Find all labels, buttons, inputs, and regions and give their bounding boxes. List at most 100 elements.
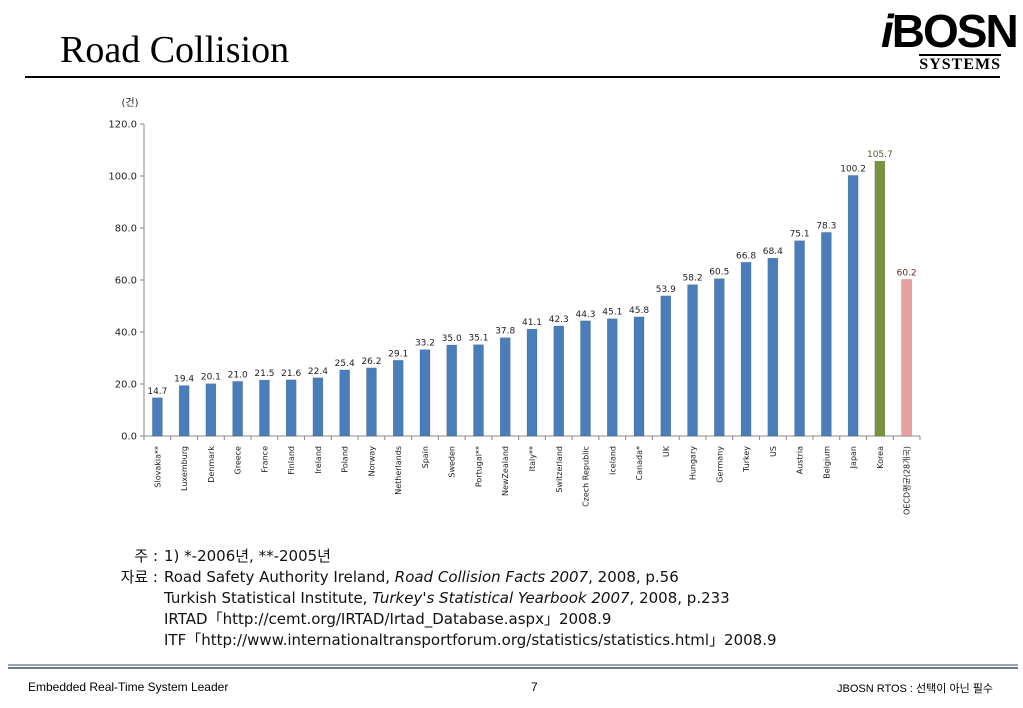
source-row-0: 자료 : Road Safety Authority Ireland, Road… xyxy=(110,567,777,588)
source-0-title: Road Collision Facts 2007 xyxy=(394,568,589,586)
x-tick-label: Belgium xyxy=(822,446,831,479)
logo-main-text: iBOSN xyxy=(881,5,1019,57)
bar-value-label: 68.4 xyxy=(763,247,783,257)
bar xyxy=(874,160,886,437)
bar xyxy=(580,320,591,437)
bar xyxy=(499,337,511,437)
bar xyxy=(633,316,645,437)
bar-value-label: 60.5 xyxy=(709,268,729,278)
bar xyxy=(553,325,565,437)
x-tick-label: Austria xyxy=(796,446,805,474)
source-text-3: ITF「http://www.internationaltransportfor… xyxy=(164,631,777,649)
note-label: 주 : xyxy=(134,547,158,565)
bar xyxy=(419,349,431,437)
y-tick-label: 0.0 xyxy=(121,432,137,443)
source-0-pre: Road Safety Authority Ireland, xyxy=(164,568,395,586)
x-tick-label: Slovakia** xyxy=(153,446,162,488)
bar-value-label: 45.1 xyxy=(602,308,622,318)
bar xyxy=(339,369,350,437)
road-collision-bar-chart: (건) 0.0 20.0 40.0 60.0 80.0 100.0 120.0 14.7 Slov… xyxy=(108,97,921,515)
bar-value-label: 21.5 xyxy=(254,369,274,379)
bar xyxy=(660,295,672,437)
bar-value-label: 41.1 xyxy=(522,318,542,328)
bar-value-label: 66.8 xyxy=(736,251,756,261)
bar-value-label: 22.4 xyxy=(308,367,328,377)
bar xyxy=(366,367,377,437)
x-tick-label: Czech Republic xyxy=(582,446,591,507)
bar xyxy=(285,379,297,437)
x-tick-label: Switzerland xyxy=(555,446,564,493)
x-tick-label: Italy** xyxy=(528,446,537,471)
logo-subtext: SYSTEMS xyxy=(919,54,1001,73)
bar xyxy=(446,344,457,437)
source-text-0: Road Safety Authority Ireland, Road Coll… xyxy=(164,567,679,588)
bar xyxy=(607,318,618,437)
bar-value-label: 14.7 xyxy=(147,387,167,397)
bar-value-label: 29.1 xyxy=(388,349,408,359)
bar xyxy=(392,360,404,437)
bar-value-label: 26.2 xyxy=(361,357,381,367)
y-tick-label: 120.0 xyxy=(108,120,137,131)
bar-value-label: 44.3 xyxy=(575,310,595,320)
y-tick-label: 40.0 xyxy=(115,328,137,339)
bar-value-label: 100.2 xyxy=(840,164,866,174)
bar xyxy=(794,240,805,437)
bar-value-label: 105.7 xyxy=(867,150,893,160)
x-tick-label: Finland xyxy=(287,446,296,475)
bar-value-label: 78.3 xyxy=(816,221,836,231)
x-tick-label: Netherlands xyxy=(394,446,403,495)
logo-i: i xyxy=(881,5,894,57)
bar-value-label: 33.2 xyxy=(415,339,435,349)
bar-value-label: 21.6 xyxy=(281,369,301,379)
bar-value-label: 75.1 xyxy=(790,230,810,240)
x-tick-label: Germany xyxy=(715,446,724,483)
source-row-2: IRTAD「http://cemt.org/IRTAD/Irtad_Databa… xyxy=(110,609,777,630)
bar xyxy=(901,279,912,437)
x-tick-label: Hungary xyxy=(689,446,698,480)
source-1-title: Turkey's Statistical Yearbook 2007 xyxy=(372,589,630,607)
bar xyxy=(821,232,832,437)
x-tick-label: Ireland xyxy=(314,446,323,474)
x-tick-label: OECD평균(28개국) xyxy=(902,446,912,515)
x-tick-label: UK xyxy=(662,445,671,457)
x-tick-label: Spain xyxy=(421,446,430,468)
bar xyxy=(526,328,538,437)
footer-right-text: JBOSN RTOS : 선택이 아닌 필수 xyxy=(836,683,993,695)
bar xyxy=(767,257,779,437)
page-number: 7 xyxy=(531,680,538,694)
bar-value-label: 19.4 xyxy=(174,375,194,385)
note-text: 1) *-2006년, **-2005년 xyxy=(164,547,331,565)
bar xyxy=(473,344,484,437)
bar xyxy=(178,385,190,437)
x-tick-label: Denmark xyxy=(207,446,216,483)
source-row-3: ITF「http://www.internationaltransportfor… xyxy=(110,630,777,651)
source-row-1: Turkish Statistical Institute, Turkey's … xyxy=(110,588,777,609)
x-tick-label: Luxemburg xyxy=(180,446,189,491)
title-divider xyxy=(25,76,1000,78)
bar xyxy=(714,278,725,437)
bar-value-label: 58.2 xyxy=(683,274,703,284)
y-tick-label: 100.0 xyxy=(108,172,137,183)
x-tick-label: Iceland xyxy=(608,446,617,475)
bar-value-label: 21.0 xyxy=(228,370,248,380)
slide-title: Road Collision xyxy=(60,29,290,71)
source-1-pre: Turkish Statistical Institute, xyxy=(164,589,373,607)
y-tick-label: 80.0 xyxy=(115,224,137,235)
x-tick-label: Sweden xyxy=(448,446,457,478)
x-tick-label: France xyxy=(260,446,269,473)
bar-value-label: 25.4 xyxy=(335,359,355,369)
bar xyxy=(687,284,698,437)
bar xyxy=(152,397,163,437)
x-tick-label: Portugal** xyxy=(474,446,483,487)
footer-divider xyxy=(8,664,1018,669)
bar xyxy=(232,381,243,437)
notes-block: 주 : 1) *-2006년, **-2005년 자료 : Road Safet… xyxy=(110,546,777,651)
x-tick-label: Canada* xyxy=(635,446,644,480)
x-tick-label: Japan xyxy=(849,446,858,469)
ibosn-logo: iBOSN SYSTEMS xyxy=(881,5,1019,73)
x-tick-label: Korea xyxy=(876,446,885,469)
logo-word: BOSN xyxy=(891,5,1019,57)
bar-value-label: 53.9 xyxy=(656,285,676,295)
source-label: 자료 : xyxy=(120,568,158,586)
note-row: 주 : 1) *-2006년, **-2005년 xyxy=(110,546,777,567)
